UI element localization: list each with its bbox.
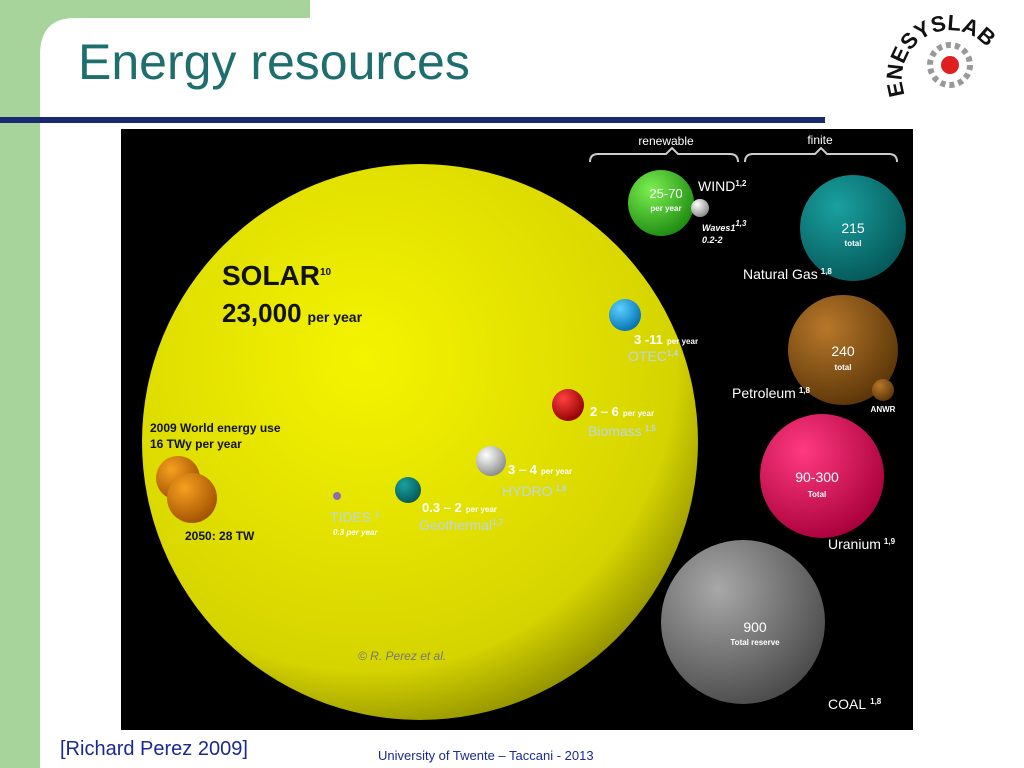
unit: per year [667,337,698,346]
unit: per year [623,409,654,418]
solar-label: SOLAR10 [222,260,332,291]
geothermal-value: 0.3 – 2 per year [422,500,497,515]
name: SOLAR [222,260,320,291]
name: Biomass [588,423,642,439]
ref: 1 [375,510,380,519]
name: Uranium [828,536,881,552]
brace [744,146,898,163]
value: 23,000 [222,298,302,328]
biomass-circle [552,389,584,421]
unit: total [845,239,862,248]
world-2050-circle [167,473,217,523]
unit: Total [808,490,827,499]
ref: 1,3 [735,219,747,228]
coal-circle [661,540,825,704]
slide-title: Energy resources [78,34,470,90]
ref: 1,8 [799,386,811,395]
waves-circle [691,199,709,217]
unit: Total reserve [730,638,780,647]
name: WIND [698,178,735,194]
logo: ENESYSLAB [882,10,1001,99]
green-band [0,0,310,768]
biomass-label: Biomass 1,5 [588,423,656,439]
value: 0.3 – 2 [422,500,462,515]
ref: 1,8 [870,697,882,706]
solar-value: 23,000 per year [222,298,363,328]
tides-circle [333,492,341,500]
waves-label: Waves11,3 [702,219,747,233]
name: Natural Gas [743,266,818,282]
ref: 1,6 [556,484,568,493]
value: 900 [743,619,767,635]
value: 0.3 per year [333,528,378,537]
value: 90-300 [795,469,839,485]
name: COAL [828,696,866,712]
credit: © R. Perez et al. [358,649,446,663]
wind-circle [628,170,694,236]
source: [Richard Perez 2009] [60,738,248,760]
ref: 1,9 [884,537,896,546]
unit: per year [541,467,572,476]
unit: total [835,363,852,372]
anwr-circle [872,379,894,401]
tides-label: TIDES 1 [330,509,380,525]
wind-label: WIND1,2 [698,178,747,194]
name: OTEC [628,348,667,364]
value: 215 [841,220,865,236]
hydro-value: 3 – 4 per year [508,462,572,477]
world-use: 2009 World energy use [150,421,281,435]
ref: 1,5 [645,424,657,433]
ref: 10 [320,267,332,278]
group-label: renewable [638,134,694,148]
uranium-label: Uranium 1,9 [828,536,896,552]
name: Petroleum [732,385,796,401]
otec-label: OTEC1,4 [628,348,679,364]
unit: per year [650,204,681,213]
name: Geothermal [419,517,492,533]
name: TIDES [330,509,371,525]
ref: 1,2 [735,179,747,188]
otec-circle [609,299,641,331]
value: 3 – 4 [508,462,538,477]
group-label: finite [807,133,833,147]
world-use: 16 TWy per year [150,437,242,451]
ref: 1,7 [492,518,504,527]
value: 2 – 6 [590,404,619,419]
solar-circle [142,164,698,720]
gas-circle [800,175,906,281]
coal-label: COAL 1,8 [828,696,882,712]
ref: 1,4 [667,349,679,358]
petroleum-circle [788,295,898,405]
name: HYDRO [502,483,553,499]
name: Waves1 [702,223,735,233]
geothermal-circle [395,477,421,503]
unit: per year [466,505,497,514]
otec-value: 3 -11 per year [634,332,698,347]
value: 3 -11 [634,332,663,347]
anwr-label: ANWR [871,405,896,414]
geothermal-label: Geothermal1,7 [419,517,504,533]
institution: University of Twente – Taccani - 2013 [378,748,594,763]
uranium-circle [760,414,884,538]
biomass-value: 2 – 6 per year [590,404,654,419]
world-future: 2050: 28 TW [185,529,255,543]
value: 0.2-2 [702,235,723,245]
unit: per year [308,309,363,325]
petroleum-label: Petroleum 1,8 [732,385,810,401]
ref: 1,8 [821,267,833,276]
brace [589,146,739,163]
value: 240 [831,343,855,359]
value: 25-70 [649,186,682,201]
hydro-label: HYDRO 1,6 [502,483,567,499]
gas-label: Natural Gas 1,8 [743,266,832,282]
hydro-circle [476,446,506,476]
